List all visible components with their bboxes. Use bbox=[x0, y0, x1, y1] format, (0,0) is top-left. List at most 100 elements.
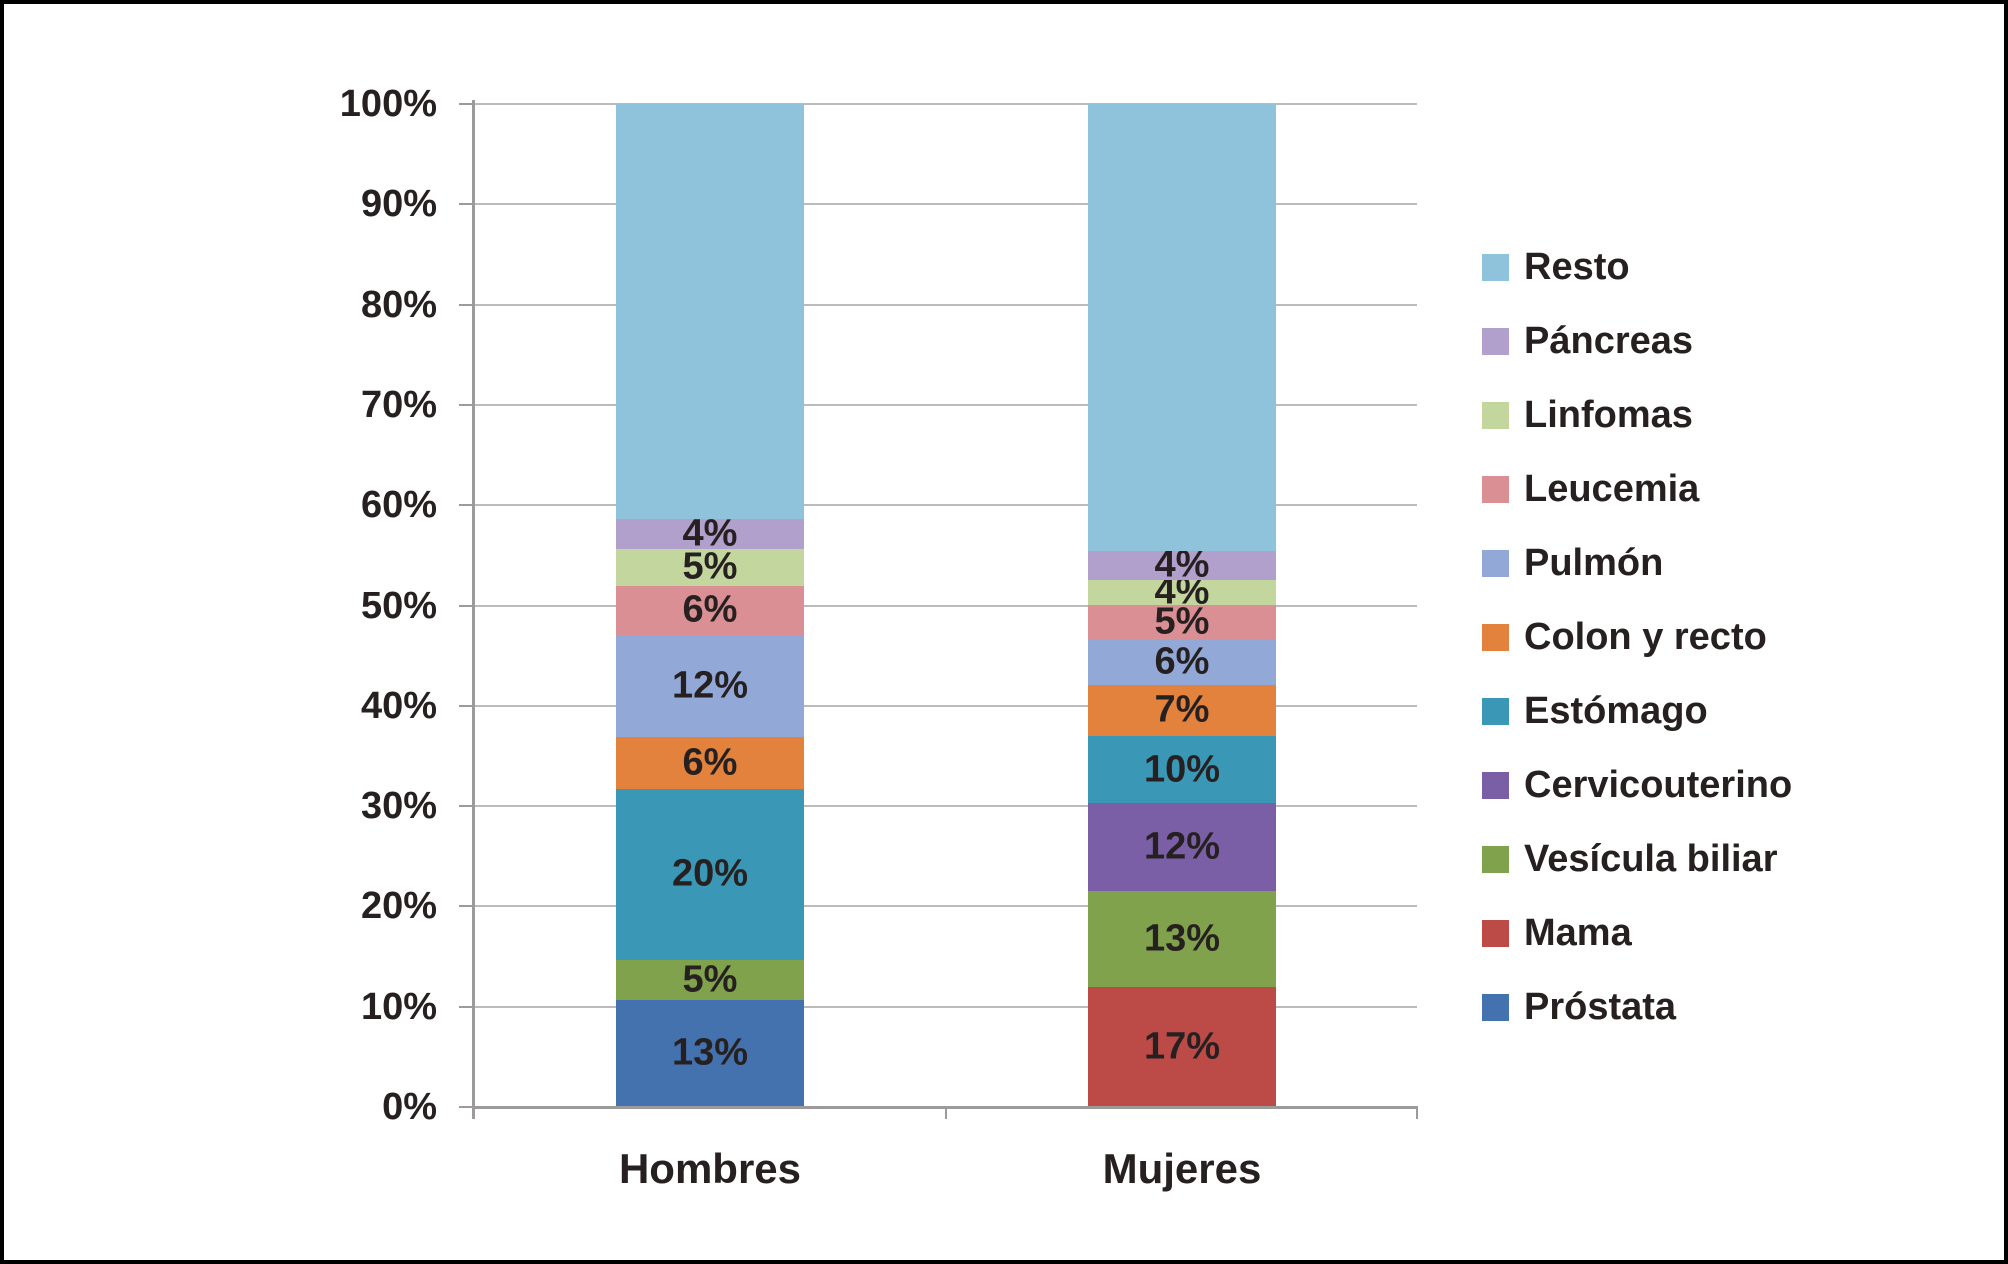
y-axis-tick-label: 10% bbox=[360, 985, 437, 1028]
gridline bbox=[474, 303, 1417, 306]
y-axis-tick-label: 40% bbox=[360, 684, 437, 727]
y-axis-tick-label: 90% bbox=[360, 183, 437, 226]
legend-label: Mama bbox=[1524, 911, 1632, 954]
segment-pulmon: 6% bbox=[1088, 639, 1276, 685]
legend-item-colon-y-recto: Colon y recto bbox=[1482, 616, 1767, 658]
segment-value-label: 20% bbox=[671, 852, 749, 895]
segment-mama: 17% bbox=[1088, 986, 1276, 1107]
y-axis-tick-label: 50% bbox=[360, 584, 437, 627]
legend-item-prostata: Próstata bbox=[1482, 985, 1677, 1028]
segment-estomago: 10% bbox=[1088, 735, 1276, 804]
segment-value-label: 17% bbox=[1143, 1025, 1221, 1068]
y-axis-tick bbox=[459, 103, 473, 105]
legend-item-cervicouterino: Cervicouterino bbox=[1482, 763, 1793, 806]
y-axis-tick bbox=[459, 1106, 473, 1108]
legend-swatch bbox=[1482, 993, 1509, 1021]
legend-item-mama: Mama bbox=[1482, 911, 1632, 954]
legend-item-estomago: Estómago bbox=[1482, 689, 1708, 732]
segment-pancreas: 4% bbox=[616, 513, 804, 555]
y-axis-tick-label: 20% bbox=[360, 885, 437, 928]
segment-value-label: 12% bbox=[671, 664, 749, 707]
y-axis-tick bbox=[459, 303, 473, 306]
x-axis-tick bbox=[473, 1107, 475, 1119]
y-axis-tick bbox=[459, 805, 473, 808]
legend-swatch bbox=[1482, 919, 1509, 947]
y-axis-tick bbox=[459, 704, 473, 707]
legend-label: Resto bbox=[1524, 245, 1630, 288]
segment-value-label: 5% bbox=[682, 958, 738, 1001]
y-axis-line bbox=[472, 100, 475, 1119]
segment-value-label: 13% bbox=[671, 1031, 749, 1074]
y-axis-tick bbox=[459, 1005, 473, 1008]
x-axis-tick bbox=[1416, 1107, 1418, 1119]
legend-label: Páncreas bbox=[1524, 319, 1694, 362]
segment-value-label: 10% bbox=[1143, 748, 1221, 791]
legend-label: Pulmón bbox=[1524, 541, 1664, 584]
legend-label: Próstata bbox=[1524, 985, 1677, 1028]
legend-swatch bbox=[1482, 401, 1509, 429]
segment-estomago: 20% bbox=[616, 789, 804, 960]
segment-value-label: 6% bbox=[682, 588, 738, 631]
y-axis-tick bbox=[459, 504, 473, 507]
gridline bbox=[474, 504, 1417, 507]
legend-item-leucemia: Leucemia bbox=[1482, 468, 1699, 510]
legend-swatch bbox=[1482, 253, 1509, 281]
segment-resto bbox=[1088, 104, 1276, 552]
gridline bbox=[474, 905, 1417, 908]
y-axis-tick-label: 100% bbox=[339, 83, 437, 125]
y-axis-tick-label: 60% bbox=[360, 484, 437, 527]
segment-colon-y-recto: 6% bbox=[616, 736, 804, 790]
gridline bbox=[474, 704, 1417, 707]
plot-area: 13% 5% 20% 6% 12% 6% 5% 4% 17% 13% 12% 10% 7% 6% 5% 4% 4… bbox=[474, 103, 1417, 1108]
segment-colon-y-recto: 7% bbox=[1088, 684, 1276, 736]
legend-label: Linfomas bbox=[1524, 393, 1693, 436]
gridline bbox=[474, 604, 1417, 607]
legend-item-pancreas: Páncreas bbox=[1482, 319, 1694, 362]
gridline bbox=[474, 203, 1417, 206]
x-axis-category-label-mujeres: Mujeres bbox=[1102, 1145, 1262, 1192]
legend-label: Vesícula biliar bbox=[1524, 837, 1778, 880]
gridline bbox=[474, 805, 1417, 808]
legend-swatch bbox=[1482, 549, 1509, 577]
legend-label: Estómago bbox=[1524, 689, 1708, 732]
segment-pulmon: 12% bbox=[616, 634, 804, 737]
legend-swatch bbox=[1482, 771, 1509, 799]
x-axis-category-label-hombres: Hombres bbox=[618, 1145, 802, 1192]
y-axis-tick bbox=[459, 905, 473, 908]
segment-value-label: 5% bbox=[1154, 600, 1210, 643]
y-axis-tick bbox=[459, 403, 473, 406]
y-axis-tick bbox=[459, 604, 473, 607]
x-axis-tick bbox=[944, 1107, 947, 1119]
legend-label: Cervicouterino bbox=[1524, 763, 1793, 806]
segment-value-label: 6% bbox=[682, 741, 738, 784]
legend-swatch bbox=[1482, 845, 1509, 873]
segment-leucemia: 5% bbox=[1088, 601, 1276, 643]
segment-value-label: 5% bbox=[682, 545, 738, 588]
segment-pancreas: 4% bbox=[1088, 544, 1276, 586]
segment-value-label: 6% bbox=[1154, 640, 1210, 683]
segment-linfomas: 4% bbox=[1088, 571, 1276, 613]
segment-linfomas: 5% bbox=[616, 546, 804, 588]
segment-value-label: 7% bbox=[1154, 688, 1210, 731]
segment-vesicula-biliar: 5% bbox=[616, 958, 804, 1001]
bar-hombres: 13% 5% 20% 6% 12% 6% 5% 4% bbox=[616, 104, 804, 1107]
gridline bbox=[474, 103, 1417, 105]
gridline bbox=[474, 403, 1417, 406]
legend-item-vesicula-biliar: Vesícula biliar bbox=[1482, 837, 1778, 880]
legend-swatch bbox=[1482, 697, 1509, 725]
legend-swatch bbox=[1482, 327, 1509, 355]
legend-swatch bbox=[1482, 623, 1509, 651]
segment-vesicula-biliar: 13% bbox=[1088, 891, 1276, 987]
segment-resto bbox=[616, 104, 804, 520]
segment-value-label: 12% bbox=[1143, 825, 1221, 868]
segment-value-label: 13% bbox=[1143, 917, 1221, 960]
segment-prostata: 13% bbox=[616, 999, 804, 1107]
segment-cervicouterino: 12% bbox=[1088, 803, 1276, 892]
legend-item-resto: Resto bbox=[1482, 245, 1630, 288]
y-axis-tick-label: 80% bbox=[360, 283, 437, 326]
y-axis-tick bbox=[459, 203, 473, 206]
legend-swatch bbox=[1482, 475, 1509, 503]
legend-item-linfomas: Linfomas bbox=[1482, 393, 1693, 436]
y-axis-tick-label: 30% bbox=[360, 785, 437, 828]
